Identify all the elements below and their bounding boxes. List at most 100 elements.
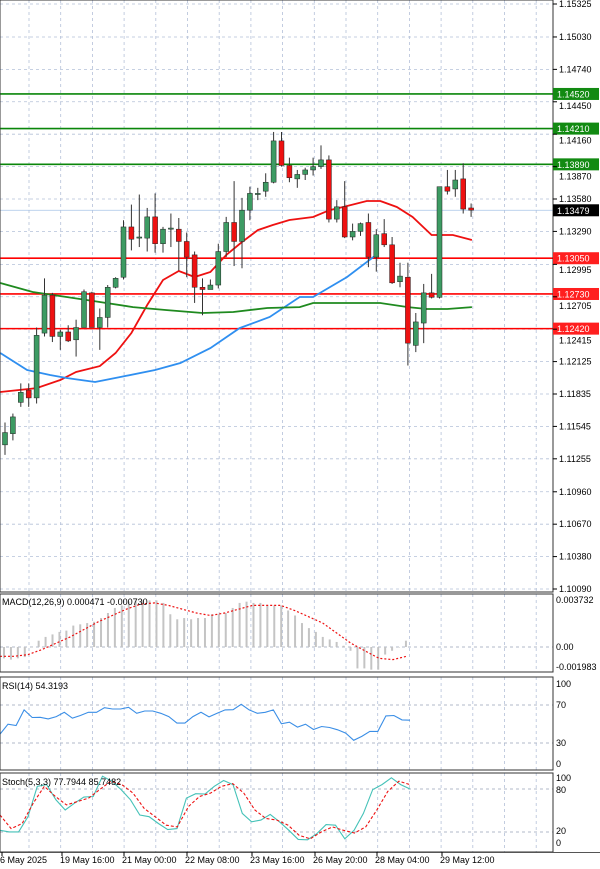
candle-body xyxy=(223,222,229,252)
stoch-axis-label: 0 xyxy=(556,838,561,848)
candle-body xyxy=(215,251,222,286)
macd-histogram-bar xyxy=(370,647,373,670)
candle-body xyxy=(270,140,277,183)
macd-histogram-bar xyxy=(113,607,116,647)
macd-histogram-bar xyxy=(3,647,5,659)
macd-histogram-bar xyxy=(238,602,241,647)
rsi-title: RSI(14) 54.3193 xyxy=(2,681,68,691)
macd-histogram-bar xyxy=(217,614,220,647)
candle-body xyxy=(413,321,419,346)
candle-body xyxy=(97,317,103,328)
date-label: 28 May 04:00 xyxy=(375,855,430,865)
candle-body xyxy=(326,159,332,220)
price-tick-label: 1.12995 xyxy=(559,265,592,275)
stoch-axis-label: 100 xyxy=(556,773,571,783)
rsi-axis-label: 30 xyxy=(556,738,566,748)
candle-body xyxy=(428,292,435,298)
macd-histogram-bar xyxy=(287,610,290,647)
date-label: 6 May 2025 xyxy=(0,855,47,865)
panel-border xyxy=(0,593,554,673)
support-level-label-box xyxy=(553,252,599,265)
price-tick-label: 1.10960 xyxy=(559,487,592,497)
candle-body xyxy=(294,174,301,180)
macd-histogram-bar xyxy=(273,605,276,647)
candle-body xyxy=(152,216,158,244)
macd-histogram-bar xyxy=(100,618,103,647)
date-label: 26 May 20:00 xyxy=(313,855,368,865)
macd-histogram-bar xyxy=(224,612,227,647)
macd-histogram-bar xyxy=(37,640,40,647)
macd-histogram-bar xyxy=(120,605,123,647)
candle-body xyxy=(49,294,56,337)
candle-body xyxy=(255,193,261,195)
resistance-level-label: 1.13890 xyxy=(557,160,590,170)
macd-panel: MACD(12,26,9) 0.000471 -0.000730 0.003732… xyxy=(0,595,597,672)
current-price-label: 1.13479 xyxy=(557,206,590,216)
macd-histogram-bar xyxy=(391,647,394,651)
macd-axis-label: -0.001983 xyxy=(556,662,597,672)
candle-body xyxy=(278,140,285,166)
support-level-label: 1.12420 xyxy=(557,324,590,334)
macd-histogram-bar xyxy=(280,605,283,647)
macd-histogram-bar xyxy=(363,647,366,669)
resistance-level-label: 1.14210 xyxy=(557,124,590,134)
macd-histogram-bar xyxy=(162,602,165,647)
candle-body xyxy=(262,181,269,192)
date-label: 22 May 08:00 xyxy=(185,855,240,865)
rsi-axis-label: 0 xyxy=(556,759,561,769)
price-tick-label: 1.10670 xyxy=(559,519,592,529)
candle-body xyxy=(120,226,127,278)
macd-histogram-bar xyxy=(23,647,26,658)
candle-body xyxy=(128,226,135,240)
candles xyxy=(2,131,474,455)
candle-body xyxy=(420,292,427,324)
macd-histogram-bar xyxy=(300,623,303,647)
date-label: 29 May 12:00 xyxy=(440,855,495,865)
macd-histogram-bar xyxy=(134,600,137,647)
support-level-label-box xyxy=(553,322,599,335)
candle-body xyxy=(468,207,474,211)
macd-histogram-bar xyxy=(72,625,75,647)
stoch-axis-label: 20 xyxy=(556,826,566,836)
candle-body xyxy=(239,209,245,242)
macd-histogram-bar xyxy=(44,636,47,647)
resistance-level-label: 1.14520 xyxy=(557,89,590,99)
candle-body xyxy=(389,244,395,284)
rsi-line xyxy=(0,703,411,741)
candle-body xyxy=(373,234,380,258)
moving-average-line-2 xyxy=(0,252,380,383)
price-tick-label: 1.13290 xyxy=(559,226,592,236)
candle-body xyxy=(341,206,348,238)
stoch-axis-label: 80 xyxy=(556,785,566,795)
macd-histogram-bar xyxy=(176,619,179,647)
macd-histogram-bar xyxy=(79,624,82,647)
moving-average-line-3 xyxy=(0,282,472,314)
candle-body xyxy=(452,179,459,190)
price-tick-label: 1.11545 xyxy=(559,421,591,431)
macd-histogram-bar xyxy=(245,601,248,647)
macd-histogram-bar xyxy=(190,619,193,647)
macd-histogram-bar xyxy=(321,636,324,647)
macd-histogram-bar xyxy=(127,601,130,647)
support-level-label: 1.12730 xyxy=(557,289,590,299)
candle-body xyxy=(191,254,198,288)
macd-histogram-bar xyxy=(335,641,338,647)
candle-body xyxy=(73,327,79,341)
candle-body xyxy=(57,331,64,337)
price-tick-label: 1.12415 xyxy=(559,336,592,346)
macd-histogram-bar xyxy=(328,639,331,647)
date-label: 19 May 16:00 xyxy=(60,855,115,865)
candle-body xyxy=(334,206,340,220)
candle-body xyxy=(81,291,87,328)
macd-histogram-bar xyxy=(51,634,54,647)
price-axis: 1.14520 1.14210 1.13890 1.13050 1.12730 1.124… xyxy=(553,0,599,594)
macd-histogram-bar xyxy=(294,615,297,647)
candle-body xyxy=(444,186,451,192)
candle-body xyxy=(104,287,111,318)
candle-body xyxy=(286,165,293,179)
candle-body xyxy=(160,228,166,244)
candle-body xyxy=(25,389,32,399)
candle-body xyxy=(247,193,253,211)
candle-body xyxy=(168,227,174,230)
grid xyxy=(0,0,553,852)
